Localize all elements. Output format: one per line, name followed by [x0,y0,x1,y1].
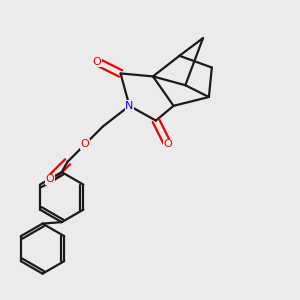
Text: N: N [125,101,134,111]
Text: O: O [46,174,54,184]
Text: O: O [81,139,90,149]
Text: O: O [163,139,172,149]
Text: O: O [93,57,101,67]
